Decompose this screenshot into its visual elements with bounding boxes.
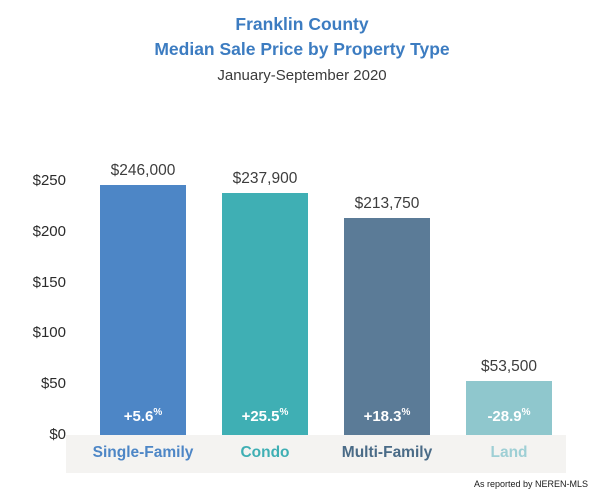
y-axis: $0 $50 $100 $150 $200 $250: [8, 172, 66, 443]
percent-symbol: %: [521, 407, 531, 418]
y-axis-tick-label: $100: [32, 324, 66, 342]
chart-title-line2: Median Sale Price by Property Type: [154, 39, 450, 59]
percent-value: +18.3: [363, 408, 402, 425]
bar-percent-change-label: +18.3%: [344, 407, 430, 425]
y-axis-tick-label: $0: [49, 426, 66, 443]
percent-symbol: %: [153, 407, 163, 418]
x-axis-band: [66, 435, 566, 473]
chart-header: Franklin County Median Sale Price by Pro…: [0, 12, 604, 88]
x-axis-label-single-family: Single-Family: [92, 444, 194, 461]
attribution-text: As reported by NEREN-MLS: [473, 479, 588, 489]
bar-percent-change-label: +5.6%: [100, 407, 186, 425]
chart-title-line1: Franklin County: [235, 14, 369, 34]
x-axis-label-multi-family: Multi-Family: [341, 444, 433, 461]
bar-land: $53,500 -28.9%: [466, 358, 552, 435]
bar-single-family: $246,000 +5.6%: [100, 162, 186, 435]
bar-value-label: $237,900: [232, 170, 298, 188]
bar-percent-change-label: -28.9%: [466, 407, 552, 425]
percent-symbol: %: [279, 407, 289, 418]
chart-subtitle: January-September 2020: [217, 67, 387, 84]
y-axis-tick-label: $250: [32, 172, 66, 189]
percent-symbol: %: [401, 407, 411, 418]
percent-value: +5.6: [123, 408, 154, 425]
bar-condo: $237,900 +25.5%: [222, 170, 308, 435]
bar-chart-plot-area: $246,000 +5.6% $237,900 +25.5% $213,750 +18.3…: [84, 162, 576, 435]
y-axis-tick-label: $50: [40, 375, 66, 393]
bar-value-label: $246,000: [110, 162, 176, 180]
bar-value-label: $53,500: [480, 357, 538, 375]
y-axis-tick-label: $150: [32, 273, 66, 291]
percent-value: -28.9: [487, 408, 522, 425]
bar-value-label: $213,750: [354, 194, 420, 212]
x-axis-label-condo: Condo: [240, 444, 290, 461]
x-axis-label-land: Land: [490, 444, 528, 461]
y-axis-tick-label: $200: [32, 222, 66, 240]
bar-multi-family: $213,750 +18.3%: [344, 195, 430, 435]
percent-value: +25.5: [241, 408, 280, 425]
bar-percent-change-label: +25.5%: [222, 407, 308, 425]
